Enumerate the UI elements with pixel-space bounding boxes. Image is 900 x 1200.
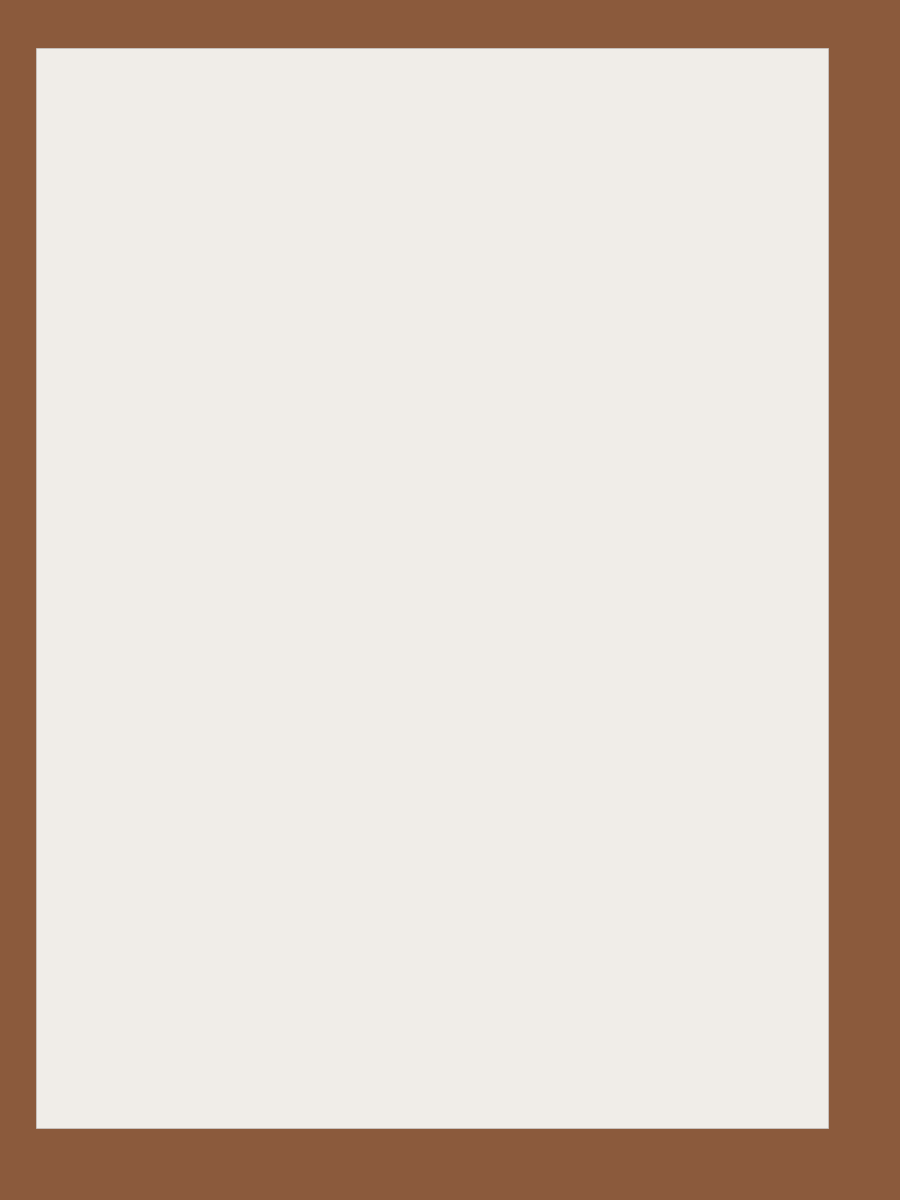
Text: CdS (s) = Cd²⁺ (aq) + S²⁻ (aq): CdS (s) = Cd²⁺ (aq) + S²⁻ (aq) (340, 260, 582, 276)
Text: considered non-spontaneous.: considered non-spontaneous. (161, 901, 399, 917)
Text: −7: −7 (218, 463, 235, 474)
Text: following statements is correct?: following statements is correct? (161, 572, 417, 588)
Text: 43.  BaF₂ is very slightly soluble in water with a Ksp = 2.4 X 10: 43. BaF₂ is very slightly soluble in wat… (161, 538, 668, 553)
Text: What is the concentration of the Cd²⁺ ion in a saturated solution of CdS?: What is the concentration of the Cd²⁺ io… (161, 298, 744, 312)
Text: A)  BaF₂ would be less soluble in 0.10 Μ NaF than in water.: A) BaF₂ would be less soluble in 0.10 Μ … (161, 617, 634, 632)
Text: −21: −21 (218, 376, 242, 385)
Text: C)  1.0 X 10: C) 1.0 X 10 (161, 431, 256, 445)
Text: −5: −5 (470, 527, 486, 536)
Text: D)  1.0 X 10: D) 1.0 X 10 (161, 475, 257, 490)
Text: B)  BaF₂ would have the same solubility in 0.10 Μ NaF and in water.: B) BaF₂ would have the same solubility i… (161, 656, 707, 671)
Text: −14: −14 (218, 419, 242, 430)
Text: B)  The forward reaction rate is fast.: B) The forward reaction rate is fast. (161, 946, 453, 961)
Text: −28: −28 (218, 331, 242, 341)
Text: D)  The forward reaction is thermodynamically favored and would be considered: D) The forward reaction is thermodynamic… (161, 1034, 810, 1050)
Text: D)  There is no way to compare the solubility of BaF₂ in water and in 0.10 Μ NaF: D) There is no way to compare the solubi… (161, 733, 810, 749)
Text: −28: −28 (518, 174, 541, 185)
Text: C)  BaF₂ would be more soluble in 0.10 Μ NaF than in water.: C) BaF₂ would be more soluble in 0.10 Μ … (161, 695, 645, 709)
Text: 44.  If the reaction A + B = C has an equilibrium constant greater than 1, which: 44. If the reaction A + B = C has an equ… (161, 797, 824, 811)
Text: dissociates in water according to the following equation:: dissociates in water according to the fo… (161, 221, 616, 235)
Text: B)  1.0 X 10: B) 1.0 X 10 (161, 386, 256, 401)
Text: A)  1.0 X 10: A) 1.0 X 10 (161, 342, 256, 356)
Text: .  Which of the: . Which of the (480, 538, 597, 553)
Text: A)  The forward reaction is not thermodynamically favored and would be: A) The forward reaction is not thermodyn… (161, 866, 746, 882)
Text: spontaneous.: spontaneous. (161, 1070, 269, 1085)
Text: the following statements is correct concerning the forward reaction?: the following statements is correct conc… (161, 832, 712, 846)
Text: .  It: . It (530, 186, 556, 200)
Text: C)  The forward reaction is slow.: C) The forward reaction is slow. (161, 990, 418, 1006)
Text: 42.  Cadmium sulfide, CdS, is an insoluble substance with a Ksp of 1.0 X 10: 42. Cadmium sulfide, CdS, is an insolubl… (161, 186, 768, 200)
